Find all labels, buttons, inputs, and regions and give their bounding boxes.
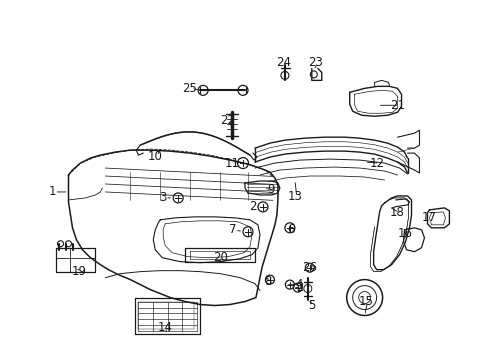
Text: 22: 22	[220, 114, 235, 127]
Text: 5: 5	[307, 299, 315, 312]
Text: 24: 24	[276, 56, 291, 69]
Text: 17: 17	[421, 211, 436, 224]
Text: 23: 23	[308, 56, 323, 69]
Text: 7: 7	[229, 223, 236, 236]
Text: 11: 11	[224, 157, 239, 170]
Text: 20: 20	[212, 251, 227, 264]
Text: 12: 12	[369, 157, 385, 170]
Text: 1: 1	[49, 185, 56, 198]
Text: 15: 15	[358, 295, 372, 308]
Text: 4: 4	[294, 278, 302, 291]
Text: 6: 6	[286, 223, 294, 236]
Text: 26: 26	[302, 261, 317, 274]
Text: 2: 2	[249, 201, 256, 213]
Text: 25: 25	[182, 82, 196, 95]
Text: 2: 2	[296, 281, 303, 294]
Text: 21: 21	[389, 99, 404, 112]
Text: 9: 9	[266, 184, 274, 197]
Text: 8: 8	[264, 275, 271, 288]
Text: 16: 16	[397, 227, 412, 240]
Text: 14: 14	[158, 321, 172, 334]
Text: 19: 19	[72, 265, 87, 278]
Text: 18: 18	[389, 206, 404, 219]
Text: 13: 13	[287, 190, 302, 203]
Text: 10: 10	[147, 150, 163, 163]
Text: 3: 3	[159, 192, 166, 204]
